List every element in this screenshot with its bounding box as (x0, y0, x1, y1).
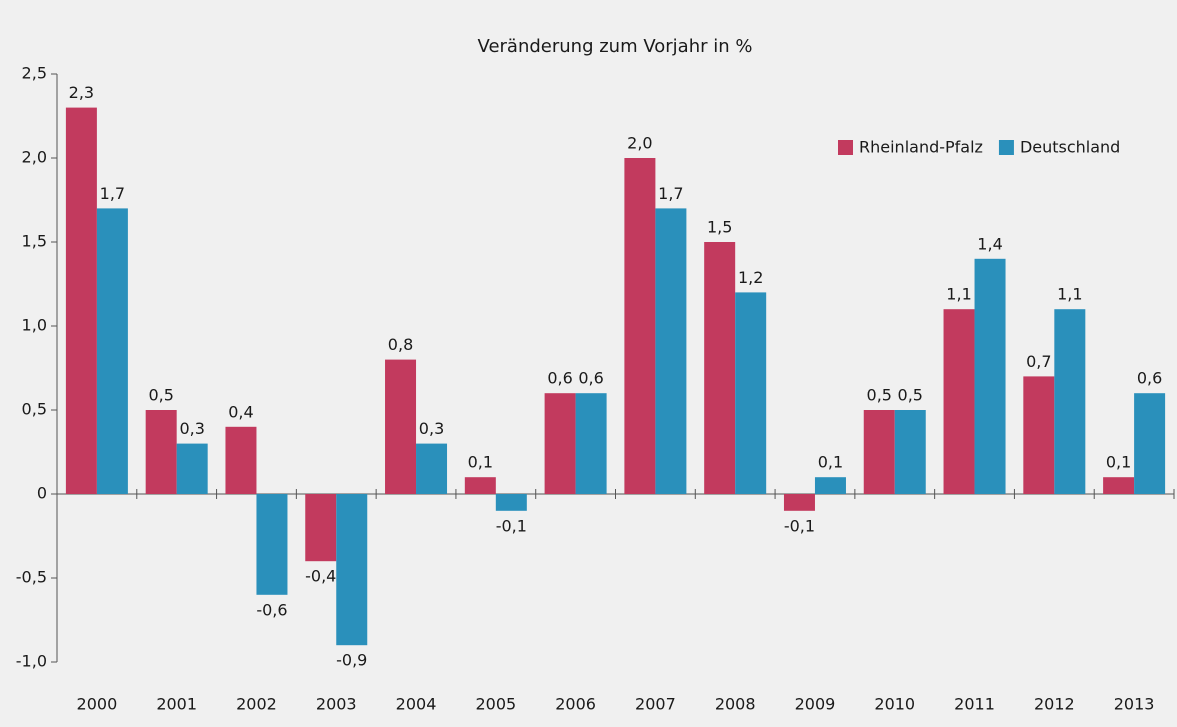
y-tick-label: 2,5 (22, 64, 47, 83)
x-tick-label: 2009 (795, 695, 836, 714)
bar (1134, 393, 1166, 494)
legend-swatch (838, 140, 853, 155)
bar (814, 477, 846, 494)
bar (464, 477, 496, 494)
data-label: 1,7 (658, 184, 683, 203)
data-label: 0,6 (547, 369, 572, 388)
data-label: 1,5 (707, 218, 732, 237)
data-label: 2,3 (69, 83, 94, 102)
bar (305, 494, 337, 562)
y-tick-label: 1,5 (22, 232, 47, 251)
data-label: 0,7 (1026, 352, 1051, 371)
data-label: 1,1 (946, 285, 971, 304)
y-tick-label: -1,0 (16, 652, 47, 671)
data-label: 0,8 (388, 335, 413, 354)
bar (974, 258, 1006, 494)
y-tick-label: -0,5 (16, 568, 47, 587)
bar (1023, 376, 1055, 494)
x-tick-label: 2011 (954, 695, 995, 714)
bar (735, 292, 767, 494)
bar (145, 410, 177, 494)
y-tick-label: 0,5 (22, 400, 47, 419)
chart-title: Veränderung zum Vorjahr in % (478, 36, 753, 57)
bar (225, 426, 257, 494)
data-label: 1,4 (977, 234, 1002, 253)
bar (256, 494, 288, 595)
data-label: 0,3 (419, 419, 444, 438)
data-label: 0,1 (818, 453, 843, 472)
bar (624, 158, 656, 494)
data-label: 0,5 (898, 386, 923, 405)
bar (65, 107, 97, 494)
bar (96, 208, 128, 494)
bar (1054, 309, 1086, 494)
legend-label: Rheinland-Pfalz (859, 138, 983, 157)
bar (385, 359, 417, 494)
data-label: -0,1 (496, 516, 527, 535)
x-tick-label: 2003 (316, 695, 357, 714)
data-label: 0,6 (578, 369, 603, 388)
data-label: 1,2 (738, 268, 763, 287)
legend-swatch (998, 140, 1014, 155)
y-tick-label: 2,0 (22, 148, 47, 167)
bar (655, 208, 687, 494)
bar (704, 242, 736, 494)
bar (863, 410, 895, 494)
x-tick-label: 2007 (635, 695, 676, 714)
x-tick-label: 2006 (555, 695, 596, 714)
data-label: 0,5 (148, 386, 173, 405)
data-label: 0,6 (1137, 369, 1162, 388)
bar (336, 494, 368, 646)
x-tick-label: 2008 (715, 695, 756, 714)
data-label: 0,1 (1106, 453, 1131, 472)
bar (575, 393, 607, 494)
legend-label: Deutschland (1020, 138, 1120, 157)
x-tick-label: 2000 (77, 695, 118, 714)
x-tick-label: 2013 (1114, 695, 1155, 714)
bar (544, 393, 576, 494)
data-label: -0,4 (305, 567, 336, 586)
x-tick-label: 2010 (874, 695, 915, 714)
data-label: 1,7 (100, 184, 125, 203)
x-tick-label: 2005 (475, 695, 516, 714)
bar (1103, 477, 1135, 494)
data-label: -0,6 (256, 600, 287, 619)
x-tick-label: 2004 (396, 695, 437, 714)
bar (495, 494, 527, 511)
data-label: 1,1 (1057, 285, 1082, 304)
x-tick-label: 2002 (236, 695, 277, 714)
bar (783, 494, 815, 511)
data-label: 0,3 (179, 419, 204, 438)
bar (416, 443, 448, 494)
bar (894, 410, 926, 494)
data-label: -0,9 (336, 651, 367, 670)
x-tick-label: 2001 (156, 695, 197, 714)
bar (176, 443, 208, 494)
y-tick-label: 1,0 (22, 316, 47, 335)
y-tick-label: 0 (37, 484, 47, 503)
data-label: 0,1 (468, 453, 493, 472)
data-label: 0,5 (867, 386, 892, 405)
data-label: 0,4 (228, 402, 253, 421)
data-label: 2,0 (627, 134, 652, 153)
data-label: -0,1 (784, 516, 815, 535)
x-tick-label: 2012 (1034, 695, 1075, 714)
bar (943, 309, 975, 494)
